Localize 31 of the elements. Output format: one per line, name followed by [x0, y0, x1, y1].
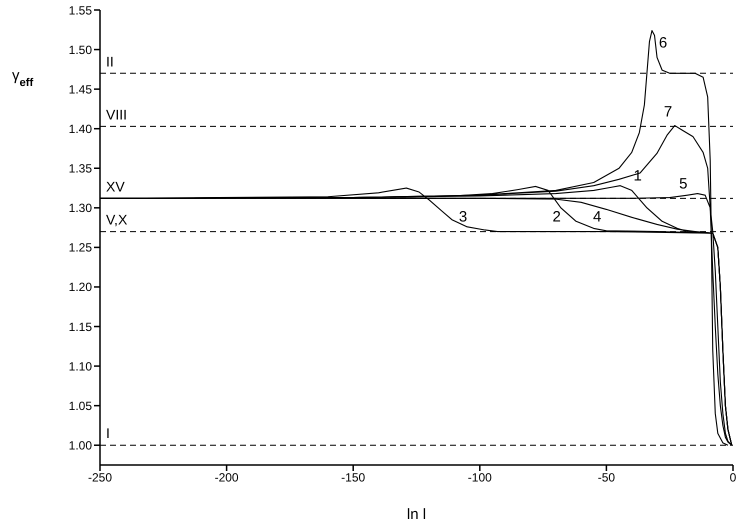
x-tick-label: 0 [730, 470, 737, 485]
y-tick-label: 1.35 [68, 162, 92, 176]
y-tick-label: 1.50 [68, 42, 92, 57]
x-tick-label: -50 [598, 470, 616, 485]
annotation: 3 [458, 208, 468, 226]
x-tick-label: -200 [214, 470, 239, 485]
y-tick-label: 1.10 [68, 359, 92, 374]
ref-line-label: I [106, 425, 110, 442]
x-axis-title: ln l [406, 506, 426, 523]
y-tick-label: 1.45 [68, 82, 92, 96]
ref-line-label: V,X [106, 212, 128, 228]
ref-line-label: VIII [106, 106, 128, 122]
y-tick-label: 1.30 [68, 201, 92, 216]
y-tick-label: 1.40 [68, 122, 92, 136]
ref-line-label: XV [106, 178, 126, 194]
y-tick-label: 1.25 [68, 240, 92, 255]
ref-line-label: II [106, 53, 114, 70]
y-tick-label: 1.55 [68, 3, 92, 18]
annotation: 5 [679, 175, 688, 192]
y-tick-label: 1.20 [68, 280, 92, 294]
annotation: 6 [658, 34, 668, 52]
y-axis-title: γ$_{eff}$ [12, 67, 34, 89]
y-tick-label: 1.05 [68, 398, 92, 413]
x-tick-label: -100 [468, 470, 492, 485]
annotation: 2 [552, 208, 561, 226]
y-tick-label: 1.15 [68, 320, 92, 334]
y-tick-label: 1.00 [68, 438, 92, 452]
annotation: 4 [593, 208, 602, 226]
x-tick-label: -250 [88, 470, 112, 485]
annotation: 7 [664, 103, 672, 120]
x-tick-label: -150 [341, 470, 366, 485]
